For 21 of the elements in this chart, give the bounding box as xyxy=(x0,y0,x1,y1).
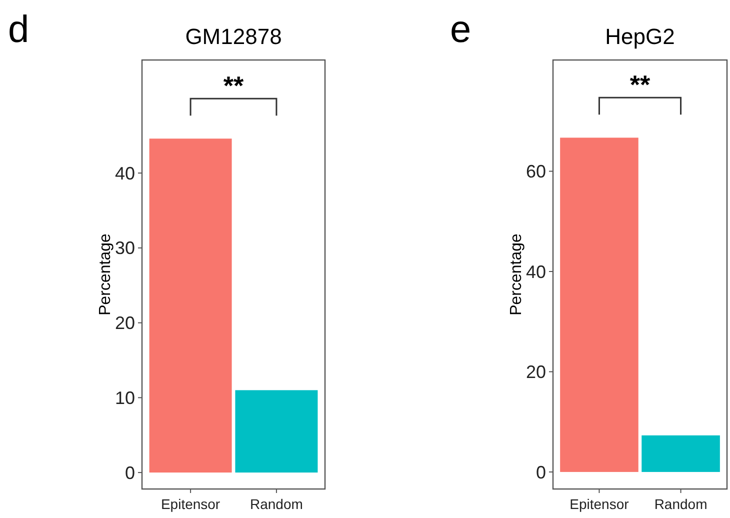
chart-title: GM12878 xyxy=(185,24,282,49)
y-axis-title: Percentage xyxy=(97,233,114,316)
y-tick-label: 20 xyxy=(114,313,135,334)
y-tick-label: 30 xyxy=(114,238,135,258)
text: e xyxy=(450,9,472,51)
x-tick-label: Random xyxy=(250,496,303,512)
y-tick-label: 0 xyxy=(124,462,135,483)
y-tick-label: 10 xyxy=(114,388,135,408)
annotation: ** xyxy=(630,70,651,100)
x-tick-label: Epitensor xyxy=(160,496,220,512)
x-tick-label: Random xyxy=(654,496,708,512)
y-tick-label: 40 xyxy=(114,163,135,184)
y-tick-label: 60 xyxy=(526,162,546,182)
y-tick-label: 20 xyxy=(526,362,546,382)
chart-title: HepG2 xyxy=(605,24,675,49)
text: d xyxy=(8,9,30,51)
y-tick-label: 0 xyxy=(536,462,546,482)
x-tick-label: Epitensor xyxy=(570,496,630,512)
annotation: ** xyxy=(223,70,244,101)
y-axis-title: Percentage xyxy=(508,233,525,316)
y-tick-label: 40 xyxy=(526,262,546,282)
